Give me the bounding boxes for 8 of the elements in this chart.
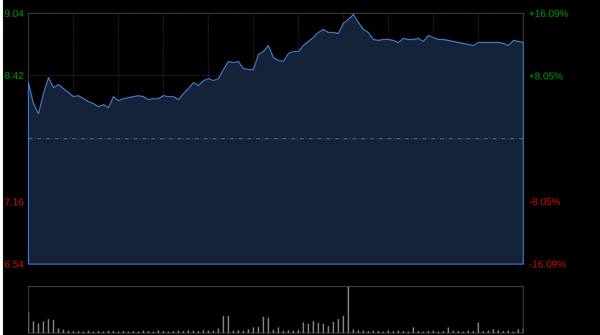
y2-tick-label: +8.05%	[529, 72, 563, 80]
y-tick-label: 9.04	[4, 10, 24, 17]
y2-tick-label: +16.09%	[529, 10, 568, 17]
y-tick-label: 7.16	[4, 198, 24, 206]
y2-tick-label: -16.09%	[529, 260, 566, 268]
y2-tick-label: -8.05%	[529, 198, 560, 205]
y-tick-label: 8.42	[4, 72, 24, 79]
y-tick-label: 6.54	[4, 260, 24, 268]
